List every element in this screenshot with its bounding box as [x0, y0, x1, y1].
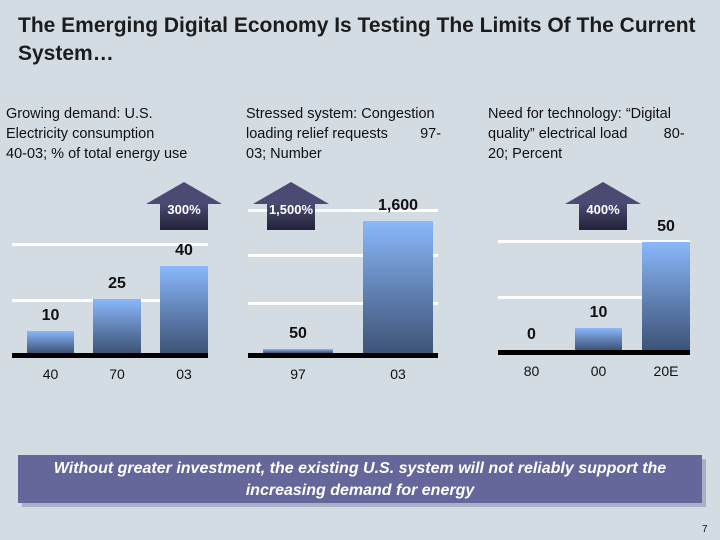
- category-label: 70: [109, 366, 125, 382]
- growth-label: 300%: [167, 202, 201, 217]
- slide-title: The Emerging Digital Economy Is Testing …: [18, 14, 696, 65]
- baseline-axis: [12, 353, 208, 358]
- bar-03: [160, 265, 208, 353]
- category-label: 97: [290, 366, 306, 382]
- data-label: 0: [527, 326, 536, 343]
- data-label: 40: [175, 241, 193, 259]
- baseline-axis: [498, 350, 690, 355]
- growth-arrow-icon: 1,500%: [253, 182, 329, 230]
- data-label: 10: [589, 304, 608, 322]
- gridline: [12, 243, 208, 246]
- conclusion-callout: Without greater investment, the existing…: [18, 455, 702, 503]
- category-label: 20E: [653, 363, 679, 379]
- chart-3-title: Need for technology: “Digital quality” e…: [488, 106, 685, 162]
- chart-2-title: Stressed system: Congestion loading reli…: [246, 106, 442, 162]
- growth-arrow-icon: 400%: [565, 182, 641, 230]
- bar-97: [263, 348, 333, 353]
- bar-20E: [642, 242, 690, 350]
- category-label: 00: [590, 363, 607, 379]
- category-label: 80: [523, 363, 540, 379]
- gridline: [248, 254, 438, 257]
- data-label: 50: [289, 324, 307, 342]
- data-label: 50: [657, 218, 675, 236]
- baseline-axis: [248, 353, 438, 358]
- growth-label: 400%: [586, 202, 620, 217]
- category-label: 03: [176, 366, 192, 382]
- gridline: [248, 209, 438, 212]
- bar-00: [575, 328, 622, 350]
- gridline: [498, 296, 690, 299]
- data-label: 10: [41, 307, 60, 325]
- chart-1-title: Growing demand: U.S. Electricity consump…: [6, 106, 188, 162]
- gridline: [248, 302, 438, 305]
- growth-label: 1,500%: [268, 202, 314, 217]
- category-label: 40: [42, 366, 59, 382]
- growth-arrow-icon: 300%: [146, 182, 222, 230]
- bar-03: [363, 221, 433, 353]
- category-label: 03: [390, 366, 406, 382]
- bar-40: [27, 331, 74, 353]
- page-number: 7: [702, 524, 708, 535]
- data-label: 25: [108, 274, 126, 292]
- gridline: [498, 240, 690, 243]
- data-label: 1,600: [377, 197, 419, 215]
- bar-70: [93, 298, 141, 353]
